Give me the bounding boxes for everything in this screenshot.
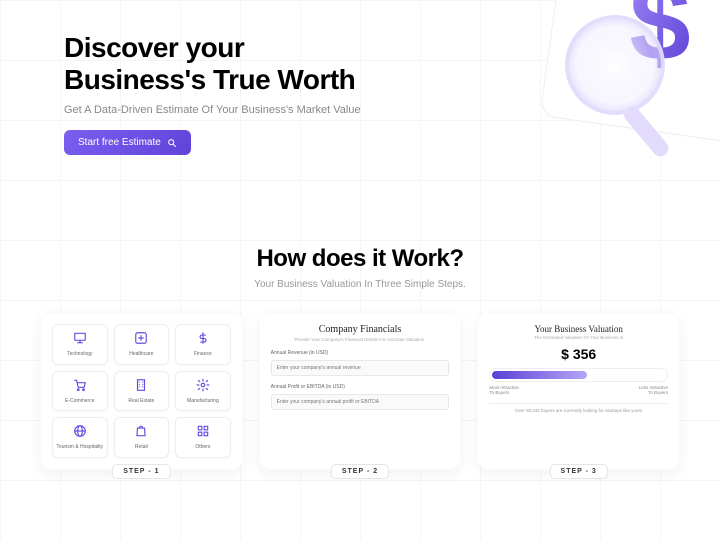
plus-icon <box>134 331 148 345</box>
category-tile-grid[interactable]: Others <box>175 417 231 458</box>
attractiveness-gauge <box>489 368 668 382</box>
category-label: Real Estate <box>117 399 167 405</box>
dollar-icon <box>196 331 210 345</box>
hero-headline-line2: Business's True Worth <box>64 64 355 95</box>
valuation-footer: Over 50,245 buyers are Currently looking… <box>489 408 668 413</box>
gauge-left-label: Most AttractiveTo Buyers <box>489 385 519 395</box>
divider <box>489 403 668 404</box>
step-label-3: STEP - 3 <box>550 464 608 479</box>
bag-icon <box>134 424 148 438</box>
grid-icon <box>196 424 210 438</box>
financials-subtitle: Provide Your Company's Financial Details… <box>271 337 450 342</box>
category-tile-bag[interactable]: Retail <box>114 417 170 458</box>
category-tile-cart[interactable]: E-Commerce <box>52 371 108 412</box>
monitor-icon <box>73 331 87 345</box>
gauge-right-label: Less AttractiveTo Buyers <box>639 385 668 395</box>
step-card-2: Company Financials Provide Your Company'… <box>259 312 462 470</box>
category-tile-building[interactable]: Real Estate <box>114 371 170 412</box>
category-tile-globe[interactable]: Tourism & Hospitality <box>52 417 108 458</box>
category-label: Retail <box>117 445 167 451</box>
hero-headline-line1: Discover your <box>64 32 244 63</box>
category-label: Finance <box>178 352 228 358</box>
cart-icon <box>73 378 87 392</box>
how-subtitle: Your Business Valuation In Three Simple … <box>40 279 680 290</box>
category-tile-dollar[interactable]: Finance <box>175 324 231 365</box>
valuation-amount: $ 356 <box>489 346 668 362</box>
category-label: Manufacturing <box>178 399 228 405</box>
category-tile-plus[interactable]: Healthcare <box>114 324 170 365</box>
valuation-subtitle: The Estimated Valuation Of Your Business… <box>489 335 668 340</box>
category-label: Others <box>178 445 228 451</box>
profit-input[interactable] <box>271 394 450 410</box>
category-label: E-Commerce <box>55 399 105 405</box>
step-label-1: STEP - 1 <box>112 464 170 479</box>
globe-icon <box>73 424 87 438</box>
revenue-input[interactable] <box>271 360 450 376</box>
revenue-label: Annual Revenue (in USD) <box>271 350 450 356</box>
category-label: Tourism & Hospitality <box>55 445 105 451</box>
building-icon <box>134 378 148 392</box>
financials-title: Company Financials <box>271 324 450 335</box>
cta-label: Start free Estimate <box>78 137 161 148</box>
start-estimate-button[interactable]: Start free Estimate <box>64 130 191 155</box>
valuation-title: Your Business Valuation <box>489 324 668 334</box>
how-title: How does it Work? <box>40 245 680 273</box>
step-label-2: STEP - 2 <box>331 464 389 479</box>
step-card-1: Technology Healthcare Finance E-Commerce Rea… <box>40 312 243 470</box>
category-label: Healthcare <box>117 352 167 358</box>
step-card-3: Your Business Valuation The Estimated Va… <box>477 312 680 470</box>
gear-icon <box>196 378 210 392</box>
hero-illustration: $ <box>520 0 720 190</box>
category-tile-monitor[interactable]: Technology <box>52 324 108 365</box>
profit-label: Annual Profit or EBITDA (in USD) <box>271 384 450 390</box>
category-label: Technology <box>55 352 105 358</box>
category-tile-gear[interactable]: Manufacturing <box>175 371 231 412</box>
search-icon <box>167 138 177 148</box>
